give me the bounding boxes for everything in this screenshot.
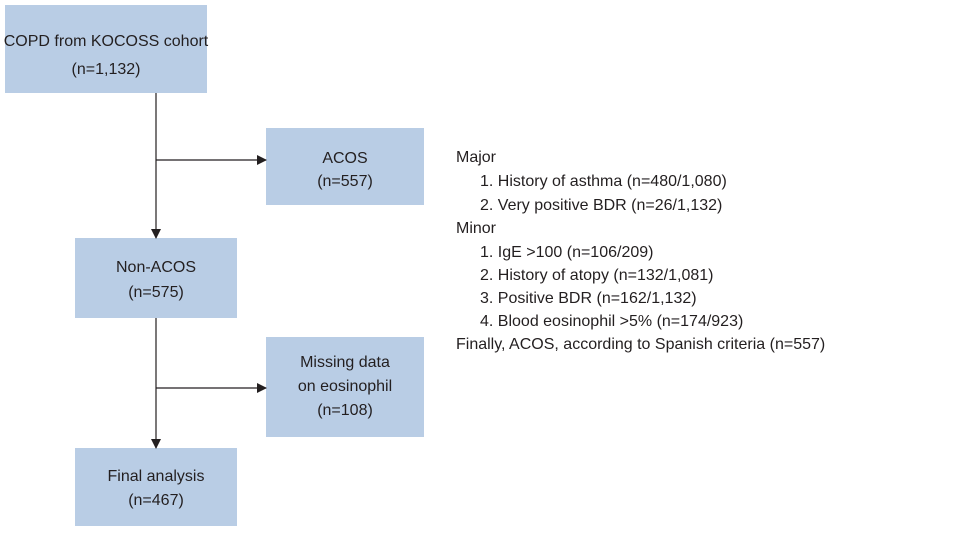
box-final [75, 448, 237, 526]
node-text: (n=108) [317, 402, 373, 419]
box-cohort [5, 5, 207, 93]
node-text: Non-ACOS [116, 259, 196, 276]
box-missing [266, 337, 424, 437]
node-text: on eosinophil [298, 378, 392, 395]
criteria-item: 4. Blood eosinophil >5% (n=174/923) [480, 313, 743, 330]
criteria-heading: Minor [456, 220, 497, 237]
criteria-conclusion: Finally, ACOS, according to Spanish crit… [456, 336, 825, 353]
box-non-acos [75, 238, 237, 318]
criteria-item: 1. History of asthma (n=480/1,080) [480, 173, 727, 190]
node-text: ACOS [322, 150, 367, 167]
node-text: (n=467) [128, 492, 184, 509]
node-text: (n=575) [128, 284, 184, 301]
node-text: COPD from KOCOSS cohort [4, 33, 209, 50]
box-acos [266, 128, 424, 205]
criteria-item: 2. History of atopy (n=132/1,081) [480, 267, 713, 284]
criteria-item: 2. Very positive BDR (n=26/1,132) [480, 197, 722, 214]
node-text: Final analysis [108, 468, 205, 485]
node-text: (n=1,132) [72, 61, 141, 78]
criteria-item: 1. IgE >100 (n=106/209) [480, 244, 653, 261]
criteria-item: 3. Positive BDR (n=162/1,132) [480, 290, 697, 307]
node-text: Missing data [300, 354, 390, 371]
criteria-heading: Major [456, 149, 497, 166]
node-text: (n=557) [317, 173, 373, 190]
